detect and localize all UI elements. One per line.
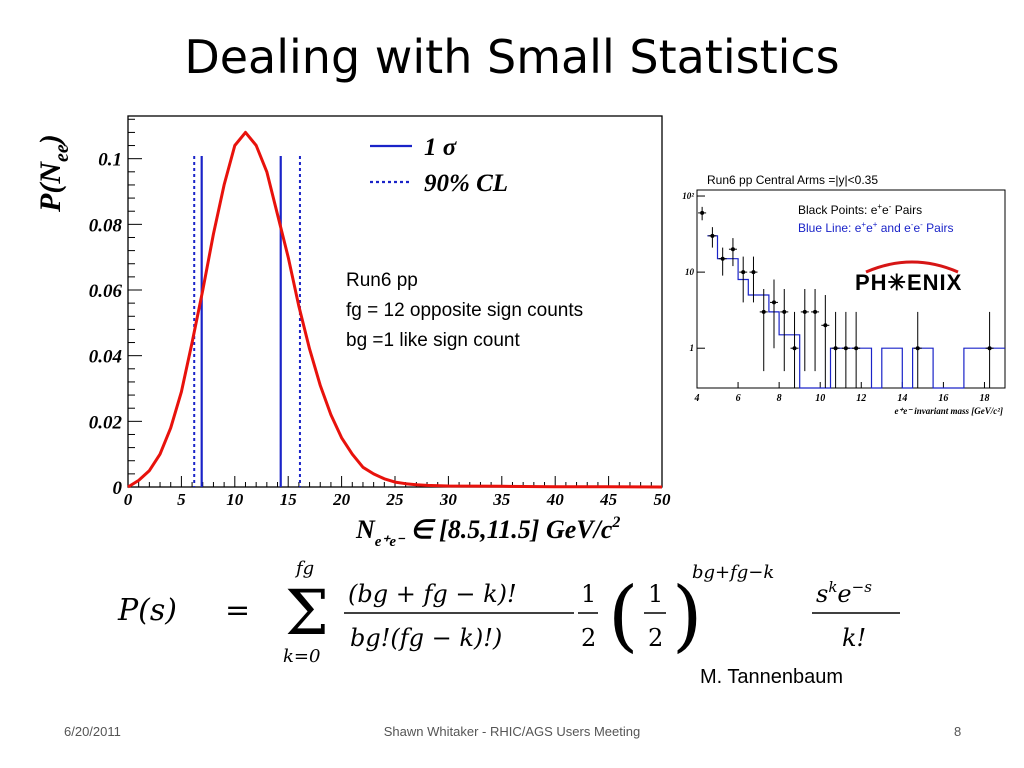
inset-data-point	[841, 311, 850, 388]
x-tick-label: 45	[599, 490, 618, 509]
y-axis-label: P(Nee)	[34, 134, 73, 213]
footer-date: 6/20/2011	[64, 724, 121, 739]
inset-title: Run6 pp Central Arms =|y|<0.35	[707, 173, 878, 187]
legend-label: 90% CL	[424, 170, 508, 197]
inset-data-point	[749, 256, 758, 303]
author-credit: M. Tannenbaum	[700, 666, 844, 688]
inset-data-point	[852, 311, 861, 388]
inset-x-tick-label: 4	[694, 393, 700, 404]
x-tick-label: 30	[439, 490, 458, 509]
formula-equals: =	[225, 593, 250, 628]
x-axis-label: Ne⁺e⁻ ∈ [8.5,11.5] GeV/c2	[355, 514, 620, 550]
formula-sum-bottom: k=0	[283, 646, 320, 667]
legend-label: 1 σ	[424, 134, 458, 161]
y-tick-label: 0.04	[89, 347, 122, 368]
main-plot-area: 0 5 10 15 20 25 30 35 40 45 50 0 0.02 0.04 0.06 0.08 0.1…	[34, 115, 672, 550]
inset-data-point	[831, 311, 840, 388]
formula-lhs: P(s)	[117, 593, 177, 628]
formula-half1-num: 1	[581, 580, 596, 608]
formula-half1-den: 2	[581, 624, 596, 652]
inset-legend-blue: Blue Line: e+e+ and e-e- Pairs	[798, 220, 954, 235]
inset-y-tick-label: 10²	[682, 191, 694, 201]
inset-x-tick-label: 12	[856, 393, 866, 404]
main-plot-frame	[127, 115, 663, 488]
inset-data-point	[759, 289, 768, 372]
y-tick-label: 0.06	[89, 281, 123, 302]
inset-x-tick-label: 10	[815, 393, 825, 404]
inset-data-point	[728, 238, 737, 267]
inset-data-point	[800, 289, 809, 372]
inset-x-tick-label: 8	[777, 393, 782, 404]
inset-data-point	[811, 289, 820, 372]
inset-x-axis-label: e⁺e⁻ invariant mass [GeV/c²]	[895, 406, 1003, 416]
y-tick-label: 0.08	[89, 215, 123, 236]
x-tick-label: 35	[492, 490, 511, 509]
inset-data-point	[739, 256, 748, 303]
x-tick-label: 0	[124, 490, 133, 509]
x-tick-label: 25	[386, 490, 405, 509]
x-tick-label: 40	[546, 490, 565, 509]
inset-data-point	[821, 295, 830, 388]
inset-like-sign-line	[707, 235, 1005, 389]
info-block: Run6 pp fg = 12 opposite sign counts bg …	[346, 266, 583, 356]
inset-x-tick-label: 18	[979, 393, 989, 404]
formula-frac1-den: bg!(fg − k)!)	[350, 624, 502, 652]
inset-x-tick-label: 6	[736, 393, 741, 404]
inset-y-tick-label: 10	[685, 267, 695, 277]
inset-data-point	[985, 311, 994, 388]
inset-data-point	[913, 311, 922, 388]
footer-page-number: 8	[954, 724, 962, 739]
x-tick-label: 5	[177, 490, 186, 509]
formula-sigma: Σ	[285, 576, 329, 649]
info-line-bg: bg =1 like sign count	[346, 330, 520, 351]
formula-paren-right: )	[672, 571, 702, 661]
phenix-logo: PH✳ENIX	[855, 270, 963, 295]
slide-title: Dealing with Small Statistics	[184, 30, 840, 84]
formula-exponent: bg+fg−k	[692, 562, 774, 583]
y-tick-label: 0.1	[98, 150, 122, 171]
inset-data-point	[698, 206, 707, 221]
formula-half2-den: 2	[648, 624, 663, 652]
info-line-run: Run6 pp	[346, 270, 418, 291]
inset-data-point	[770, 279, 778, 349]
inset-data-point	[780, 289, 789, 372]
footer-center: Shawn Whitaker - RHIC/AGS Users Meeting	[383, 724, 641, 739]
y-tick-label: 0.02	[89, 412, 123, 433]
inset-data-point	[790, 311, 799, 388]
formula-frac3-den: k!	[842, 624, 866, 652]
inset-plot-area: 4 6 8 10 12 14 16 18 1 10 10² e⁺e⁻ invariant mass […	[682, 189, 1006, 416]
formula-sum-top: fg	[294, 558, 314, 579]
formula-paren-left: (	[608, 571, 638, 661]
y-tick-label: 0	[113, 478, 123, 499]
inset-data-point	[718, 247, 727, 276]
main-chart: 0 5 10 15 20 25 30 35 40 45 50 0 0.02 0.04 0.06 0.08 0.1…	[34, 115, 672, 550]
phenix-arc	[865, 260, 959, 274]
inset-x-tick-label: 16	[938, 393, 948, 404]
inset-data-point	[708, 227, 717, 248]
x-tick-label: 10	[226, 490, 244, 509]
info-line-fg: fg = 12 opposite sign counts	[346, 300, 584, 321]
probability-formula: P(s) = fg Σ k=0 (bg + fg − k)! bg!(fg − …	[117, 558, 900, 667]
inset-legend-black: Black Points: e+e- Pairs	[798, 202, 923, 217]
probability-curve	[127, 130, 663, 489]
inset-chart: 4 6 8 10 12 14 16 18 1 10 10² e⁺e⁻ invariant mass […	[682, 189, 1006, 416]
inset-x-tick-label: 14	[897, 393, 907, 404]
formula-half2-num: 1	[648, 580, 663, 608]
formula-frac1-num: (bg + fg − k)!	[348, 580, 517, 608]
x-tick-label: 15	[280, 490, 298, 509]
x-tick-label: 50	[654, 490, 672, 509]
x-tick-label: 20	[332, 490, 351, 509]
inset-y-tick-label: 1	[690, 343, 695, 353]
formula-frac3-num: ske−s	[816, 578, 872, 608]
